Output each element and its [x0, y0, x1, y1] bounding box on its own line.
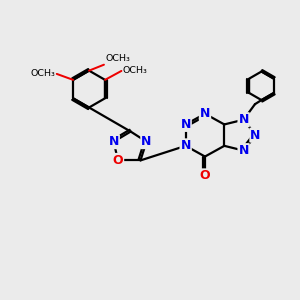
- Text: N: N: [250, 129, 261, 142]
- Text: N: N: [141, 135, 152, 148]
- Text: O: O: [112, 154, 123, 167]
- Text: OCH₃: OCH₃: [105, 54, 130, 63]
- Text: N: N: [238, 113, 249, 126]
- Text: N: N: [181, 118, 191, 131]
- Text: OCH₃: OCH₃: [123, 66, 148, 75]
- Text: N: N: [200, 107, 210, 120]
- Text: O: O: [200, 169, 210, 182]
- Text: N: N: [238, 144, 249, 157]
- Text: N: N: [181, 139, 191, 152]
- Text: N: N: [109, 135, 119, 148]
- Text: OCH₃: OCH₃: [30, 69, 55, 78]
